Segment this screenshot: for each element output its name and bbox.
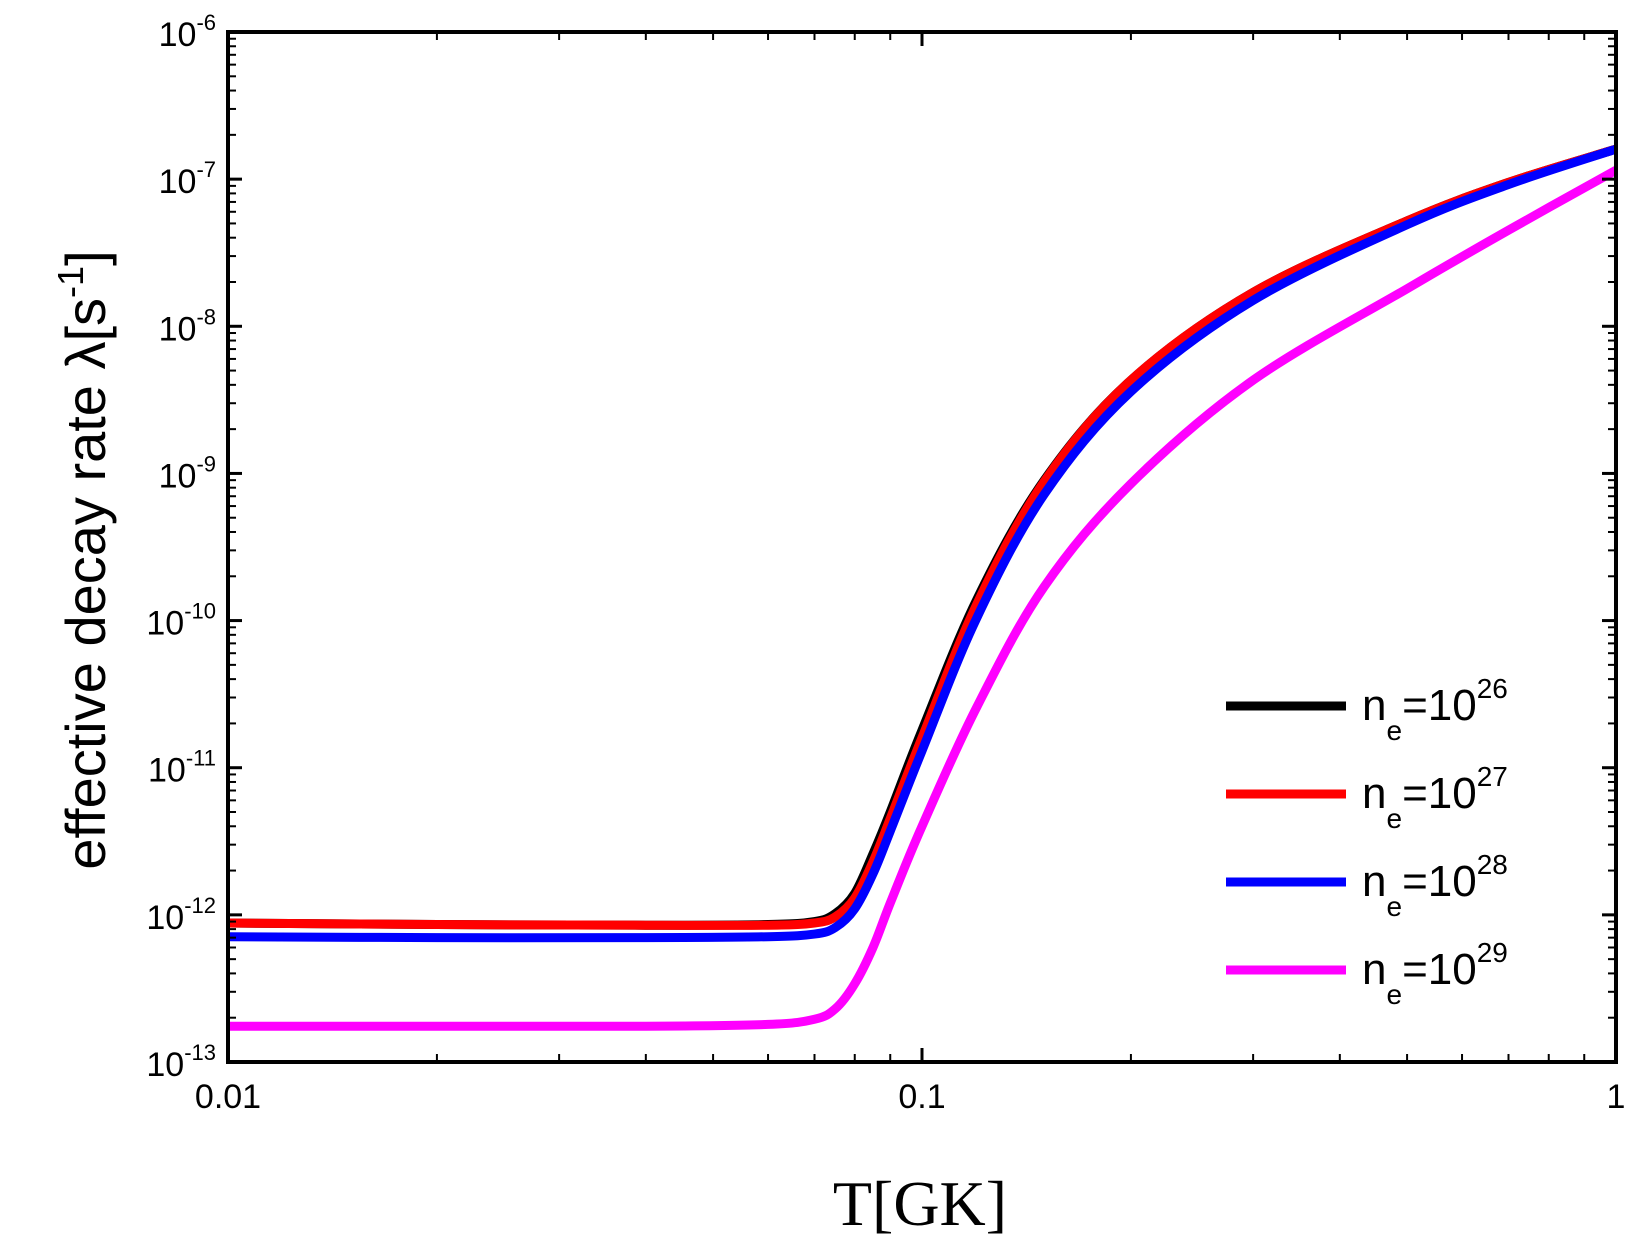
y-tick-label-sup: -9: [196, 451, 216, 476]
legend-label-base: n: [1362, 681, 1386, 730]
series-line-4: [228, 166, 1619, 1031]
y-tick-label-base: 10: [159, 16, 197, 54]
legend-label-3: ne=1028: [1362, 849, 1508, 922]
y-tick-label: 10-10: [146, 599, 216, 643]
legend-label-base: n: [1362, 769, 1386, 818]
x-tick-label: 1: [1607, 1078, 1626, 1116]
y-tick-label-sup: -6: [196, 10, 216, 35]
y-tick-label: 10-13: [146, 1040, 216, 1084]
legend-label-2: ne=1027: [1362, 761, 1508, 834]
y-tick-label-sup: -13: [184, 1040, 216, 1065]
y-tick-label: 10-9: [159, 451, 216, 495]
series-layer: [227, 144, 1619, 1031]
tick-label-layer: 10-610-710-810-910-1010-1110-1210-130.01…: [146, 10, 1625, 1116]
legend-label-mid: =10: [1402, 945, 1477, 994]
legend-label-mid: =10: [1402, 857, 1477, 906]
y-axis-label-sup: -1: [50, 266, 91, 298]
y-tick-label-base: 10: [148, 752, 186, 790]
legend-label-mid: =10: [1402, 769, 1477, 818]
legend-label-sup: 27: [1477, 761, 1508, 792]
legend-label-sup: 26: [1477, 673, 1508, 704]
legend-label-sub: e: [1386, 891, 1402, 922]
y-tick-label-base: 10: [146, 1046, 184, 1084]
y-tick-label: 10-8: [159, 304, 216, 348]
y-tick-label-base: 10: [146, 605, 184, 643]
series-line-2: [227, 144, 1618, 930]
y-tick-label-base: 10: [159, 163, 197, 201]
y-tick-label: 10-7: [159, 157, 216, 201]
x-axis-label: T[GK]: [833, 1168, 1007, 1239]
legend-label-4: ne=1029: [1362, 937, 1508, 1010]
y-tick-label-base: 10: [159, 457, 197, 495]
legend-label-sup: 29: [1477, 937, 1508, 968]
legend-label-base: n: [1362, 857, 1386, 906]
y-axis-label-end: ]: [54, 250, 117, 266]
y-tick-label: 10-6: [159, 10, 216, 54]
y-axis-label: effective decay rate λ[s-1]: [50, 250, 117, 869]
legend-label-sup: 28: [1477, 849, 1508, 880]
legend-label-mid: =10: [1402, 681, 1477, 730]
series-line-3: [227, 144, 1618, 943]
legend-label-base: n: [1362, 945, 1386, 994]
y-tick-label-sup: -11: [186, 746, 216, 771]
ticks-layer: [226, 30, 1618, 1064]
y-tick-label-sup: -12: [184, 893, 216, 918]
legend-label-sub: e: [1386, 803, 1402, 834]
y-tick-label-base: 10: [146, 899, 184, 937]
legend-label-sub: e: [1386, 979, 1402, 1010]
x-tick-label: 0.1: [898, 1078, 945, 1116]
legend-label-sub: e: [1386, 715, 1402, 746]
legend-label-1: ne=1026: [1362, 673, 1508, 746]
y-tick-label: 10-12: [146, 893, 216, 937]
y-tick-label: 10-11: [148, 746, 216, 790]
y-axis-label-main: effective decay rate λ[s: [54, 298, 117, 870]
y-tick-label-base: 10: [159, 310, 197, 348]
x-tick-label: 0.01: [195, 1078, 261, 1116]
y-tick-label-sup: -7: [196, 157, 216, 182]
y-tick-label-sup: -10: [184, 599, 216, 624]
y-tick-label-sup: -8: [196, 304, 216, 329]
